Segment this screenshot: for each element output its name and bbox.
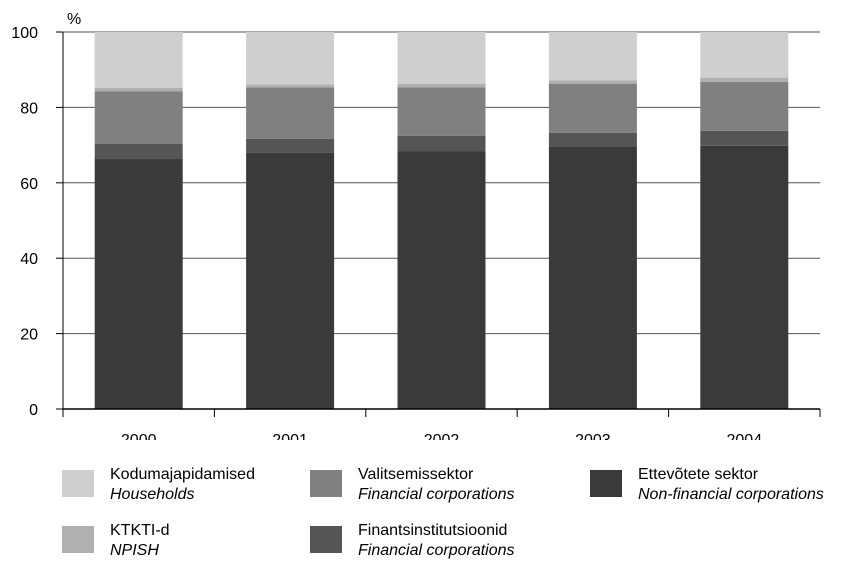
x-tick-label: 2000 <box>121 432 157 440</box>
legend-label-en: Households <box>110 486 195 503</box>
bar-segment <box>397 83 486 88</box>
bar-segment <box>94 158 183 409</box>
legend-swatch <box>62 526 94 553</box>
legend-label-en: Non-financial corporations <box>638 486 824 503</box>
x-tick-label: 2001 <box>272 432 308 440</box>
bar-segment <box>700 130 789 146</box>
bar-segment <box>94 32 183 88</box>
bar-segment <box>397 135 486 152</box>
y-tick-label: 40 <box>20 251 38 268</box>
bar-segment <box>94 91 183 144</box>
bar-segment <box>246 152 335 409</box>
bar-segment <box>700 77 789 82</box>
legend-swatch <box>310 470 342 497</box>
legend-label-en: Financial corporations <box>358 542 515 559</box>
legend-swatch <box>590 470 622 497</box>
stacked-bar-chart: 0 20 40 60 80 100% 2000 2001 2002 2003 2004 <box>11 11 821 449</box>
legend-label: Finantsinstitutsioonid <box>358 522 508 539</box>
legend-label: Valitsemissektor <box>358 466 474 483</box>
bar-segment <box>246 138 335 153</box>
bar-segment <box>94 143 183 159</box>
legend-label: Kodumajapidamised <box>110 466 255 483</box>
x-tick-label: 2004 <box>727 432 763 440</box>
legend-label-en: Financial corporations <box>358 486 515 503</box>
legend-swatch <box>310 526 342 553</box>
y-tick-label: 60 <box>20 176 38 193</box>
bar-segment <box>397 151 486 409</box>
legend-swatch <box>62 470 94 497</box>
x-tick-label: 2003 <box>575 432 611 440</box>
legend-label: KTKTI-d <box>110 522 170 539</box>
legend-label-en: NPISH <box>110 542 159 559</box>
bar-segment <box>94 87 183 92</box>
y-unit-label: % <box>67 11 81 28</box>
bar-segment <box>548 32 637 81</box>
bar-segment <box>700 81 789 131</box>
bar-segment <box>700 145 789 409</box>
bar-segment <box>700 32 789 78</box>
bar-segment <box>246 84 335 88</box>
bar-segment <box>397 87 486 136</box>
legend-label: Ettevõtete sektor <box>638 466 759 483</box>
bar-segment <box>548 83 637 133</box>
y-tick-label: 0 <box>29 402 38 419</box>
y-tick-label: 80 <box>20 100 38 117</box>
y-tick-label: 100 <box>11 25 38 42</box>
bar-segment <box>246 32 335 85</box>
y-tick-label: 20 <box>20 327 38 344</box>
bar-segment <box>548 146 637 410</box>
chart: 0 20 40 60 80 100% 2000 2001 2002 2003 2004 <box>11 11 821 449</box>
bar-segment <box>548 132 637 147</box>
bar-segment <box>548 80 637 84</box>
bar-segment <box>397 32 486 84</box>
x-tick-label: 2002 <box>424 432 460 440</box>
bar-segment <box>246 87 335 139</box>
legend: Kodumajapidamised Households Valitsemiss… <box>0 455 858 570</box>
